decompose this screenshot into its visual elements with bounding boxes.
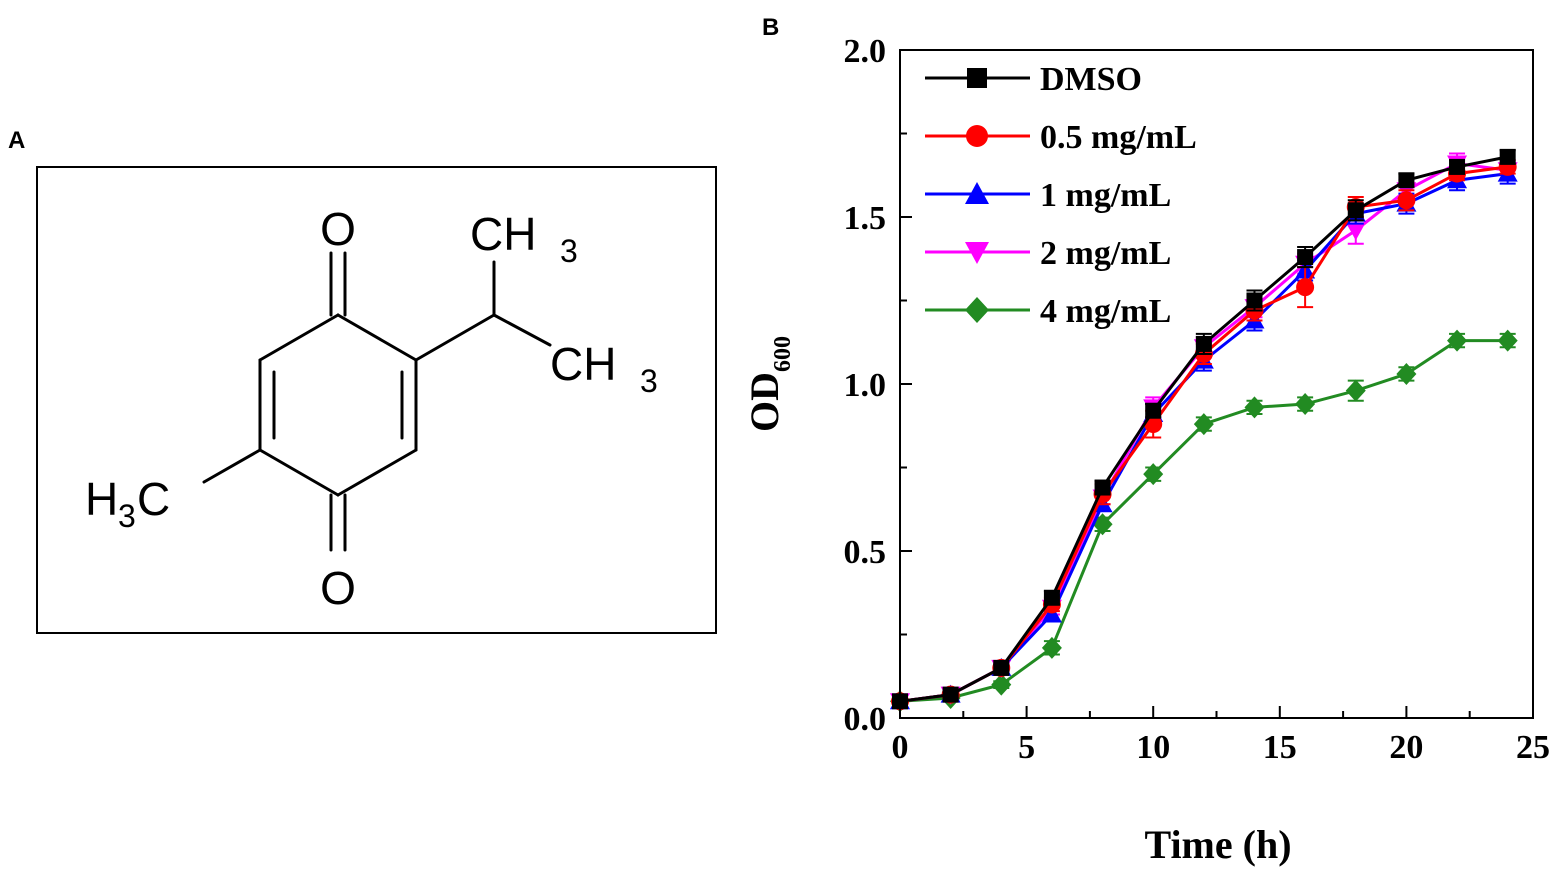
series-4-mg-ml	[890, 329, 1518, 713]
bond	[492, 313, 552, 347]
data-point	[1246, 292, 1263, 309]
structure-frame	[36, 166, 717, 634]
data-point	[1041, 636, 1062, 659]
ticks-layer: 0 5 10 15 20 25 0.0 0.5 1.0 1.5 2.0	[844, 33, 1551, 766]
data-point	[1043, 589, 1060, 606]
data-point	[1193, 413, 1214, 436]
atom-h3c-c: C	[137, 473, 170, 525]
growth-curve-chart: 0 5 10 15 20 25 0.0 0.5 1.0 1.5 2.0 DMSO 0.5 mg/mL 1…	[742, 33, 1550, 867]
bond	[202, 448, 262, 484]
bond	[414, 313, 496, 362]
legend-marker	[966, 125, 988, 147]
ring-bonds	[202, 251, 552, 552]
bond	[258, 448, 340, 497]
bond	[336, 448, 418, 497]
data-point	[1499, 148, 1516, 165]
data-point	[1447, 329, 1468, 352]
plot-frame	[899, 49, 1534, 719]
series-dmso	[892, 148, 1516, 710]
x-axis-title: Time (h)	[1144, 822, 1291, 867]
data-point	[1397, 191, 1416, 210]
y-tick-label: 1.0	[844, 367, 887, 404]
atom-ch3-top: CH	[470, 208, 536, 260]
series-layer	[890, 148, 1518, 713]
data-point	[1195, 335, 1212, 352]
x-tick-label: 0	[892, 729, 909, 766]
x-tick-label: 15	[1263, 729, 1297, 766]
chemical-structure: O O CH 3 CH 3 H 3 C	[36, 166, 717, 634]
data-point	[1345, 379, 1366, 402]
data-point	[1092, 513, 1113, 536]
bond	[258, 313, 340, 362]
legend-label: 1 mg/mL	[1040, 177, 1171, 214]
data-point	[1244, 396, 1265, 419]
data-point	[1143, 463, 1164, 486]
series-line	[899, 339, 1508, 703]
legend-marker	[965, 182, 989, 204]
panel-b-label: B	[762, 14, 779, 41]
legend-label: 0.5 mg/mL	[1040, 119, 1197, 156]
y-axis-title: OD	[742, 372, 787, 432]
data-point	[1041, 604, 1062, 623]
legend-label: DMSO	[1040, 61, 1142, 98]
panel-a-label: A	[8, 127, 25, 154]
atom-ch3-right-sub: 3	[640, 363, 658, 399]
svg-text:OD600: OD600	[742, 336, 796, 432]
data-point	[1296, 278, 1315, 297]
legend-marker	[967, 68, 987, 88]
atom-o-bottom: O	[320, 562, 356, 614]
data-point	[993, 659, 1010, 676]
data-point	[942, 686, 959, 703]
x-tick-label: 20	[1389, 729, 1423, 766]
data-point	[1295, 393, 1316, 416]
data-point	[1347, 202, 1364, 219]
data-point	[1297, 249, 1314, 266]
data-point	[1449, 158, 1466, 175]
atom-ch3-top-sub: 3	[560, 233, 578, 269]
legend-label: 4 mg/mL	[1040, 293, 1171, 330]
legend: DMSO 0.5 mg/mL 1 mg/mL 2 mg/mL 4 mg/mL	[925, 61, 1197, 330]
data-point	[1497, 329, 1518, 352]
y-tick-label: 0.0	[844, 701, 887, 738]
atom-h3c-sub: 3	[118, 498, 136, 534]
data-point	[1145, 402, 1162, 419]
legend-marker	[965, 242, 989, 264]
y-axis-title-sub: 600	[770, 336, 796, 372]
atom-h3c-h: H	[85, 473, 118, 525]
y-tick-label: 0.5	[844, 534, 887, 571]
bond	[336, 313, 418, 362]
data-point	[1398, 172, 1415, 189]
legend-marker	[965, 297, 989, 323]
y-axis-title-group: OD600	[742, 336, 796, 432]
data-point	[1396, 362, 1417, 385]
x-tick-label: 25	[1516, 729, 1550, 766]
data-point	[1345, 222, 1366, 241]
atom-o-top: O	[320, 203, 356, 255]
atom-ch3-right: CH	[550, 338, 616, 390]
y-tick-label: 2.0	[844, 33, 887, 70]
x-tick-label: 10	[1136, 729, 1170, 766]
legend-label: 2 mg/mL	[1040, 235, 1171, 272]
data-point	[991, 673, 1012, 696]
y-tick-label: 1.5	[844, 200, 887, 237]
x-tick-label: 5	[1018, 729, 1035, 766]
data-point	[1094, 479, 1111, 496]
